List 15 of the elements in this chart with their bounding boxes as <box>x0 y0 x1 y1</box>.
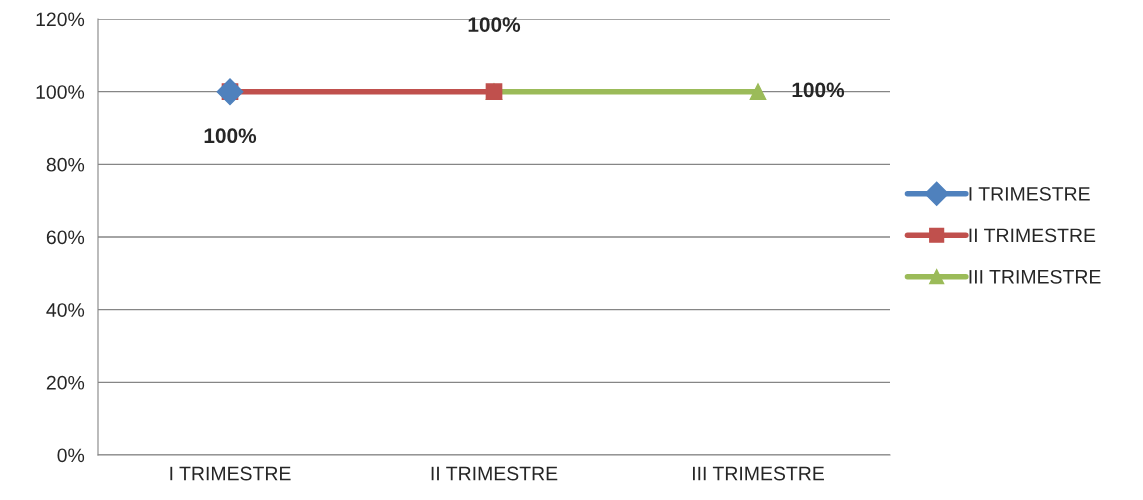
y-tick-label: 0% <box>57 448 85 463</box>
x-tick-label: III TRIMESTRE <box>692 466 824 481</box>
y-tick-label: 100% <box>36 85 85 99</box>
y-tick-label: 40% <box>46 303 85 317</box>
x-tick-label: II TRIMESTRE <box>431 466 558 481</box>
y-tick-label: 120% <box>36 12 85 27</box>
y-tick-label: 20% <box>46 375 85 390</box>
x-tick-label: I TRIMESTRE <box>170 466 291 481</box>
legend-label: III TRIMESTRE <box>969 269 1101 284</box>
data-label: 100% <box>204 128 257 144</box>
y-tick-label: 60% <box>46 230 85 245</box>
legend-label: II TRIMESTRE <box>969 228 1096 243</box>
legend-label: I TRIMESTRE <box>969 186 1090 201</box>
data-label: 100% <box>468 17 521 32</box>
y-tick-label: 80% <box>46 157 85 172</box>
